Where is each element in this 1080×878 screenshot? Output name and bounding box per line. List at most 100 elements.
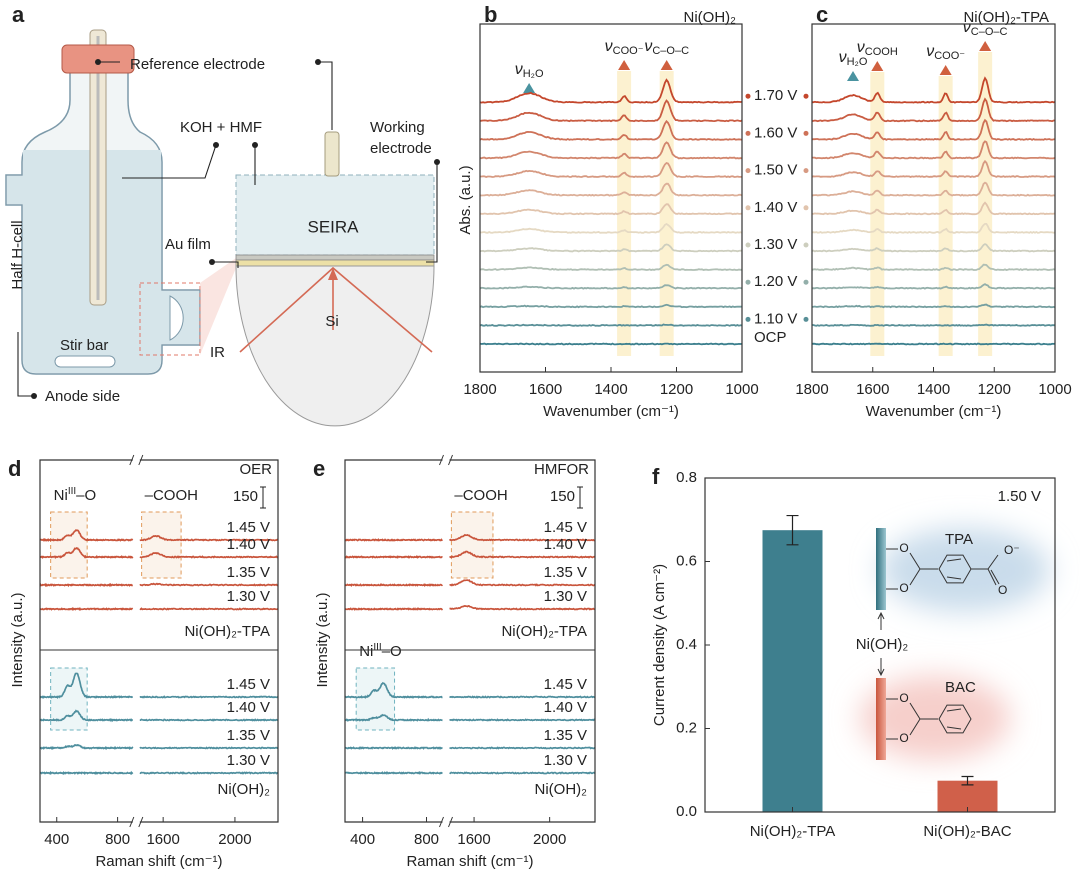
label: electrode (370, 140, 432, 157)
x-tick-label: 1000 (1038, 381, 1071, 398)
ring (938, 704, 972, 734)
y-axis-label: Intensity (a.u.) (9, 592, 26, 687)
peak-symbol: ν (963, 19, 971, 36)
peak-marker (618, 60, 631, 70)
peak-subscript: C–O–C (652, 45, 689, 57)
spectrum (344, 583, 443, 587)
spectrum (811, 181, 1056, 197)
x-tick-label: 400 (350, 831, 375, 848)
spectrum (479, 263, 742, 271)
potential-label: 1.40 V (544, 536, 587, 553)
peak-subscript: H₂O (523, 68, 544, 80)
label-tail: –O (76, 487, 96, 504)
glow (880, 528, 1050, 612)
panel-title: OER (239, 461, 272, 478)
x-tick-label: 1600 (457, 831, 490, 848)
y-tick-label: 0.8 (676, 469, 697, 486)
atom: O⁻ (1004, 543, 1020, 557)
potential-dot (745, 279, 751, 285)
bar (937, 780, 998, 812)
annotation: 1.50 V (998, 488, 1041, 505)
label: IR (210, 344, 225, 361)
spectrum (479, 78, 743, 104)
axis-break (129, 454, 144, 466)
potential-label: 1.30 V (544, 588, 587, 605)
potential-label: 1.45 V (227, 519, 270, 536)
plot-frame (811, 23, 1056, 373)
spectrum (811, 243, 1056, 253)
peak-band (659, 71, 674, 356)
window (169, 295, 184, 341)
spectrum (39, 770, 134, 776)
spectrum (139, 551, 279, 559)
peak-label: νH₂O (839, 49, 868, 68)
spectrum (811, 303, 1056, 309)
zoom-wedge (200, 258, 236, 355)
x-tick-label: 1200 (660, 381, 693, 398)
si-prism (235, 265, 435, 427)
spectrum (139, 582, 279, 587)
spectrum (479, 99, 743, 123)
spectrum (449, 718, 596, 722)
peak-label: νC–O–C (963, 19, 1008, 38)
peak-label: νCOO⁻ (605, 38, 644, 57)
y-axis-label: Current density (A cm⁻²) (651, 564, 668, 726)
box-label: NiIII–O (359, 642, 402, 660)
ir-arrow-head (328, 268, 338, 280)
spectrum (139, 746, 279, 750)
scale-label: 150 (550, 488, 575, 505)
label: Si (325, 313, 338, 330)
spectrum (344, 713, 443, 722)
peak-subscript: COO⁻ (613, 45, 644, 57)
potential-dot (803, 205, 809, 211)
peak-symbol: ν (515, 61, 523, 78)
x-axis-label: Raman shift (cm⁻¹) (406, 853, 533, 870)
potential-dot (745, 93, 751, 99)
spectrum (479, 284, 743, 290)
potential-dot (745, 242, 751, 248)
spectrum (811, 159, 1056, 179)
x-axis-label: Raman shift (cm⁻¹) (95, 853, 222, 870)
potential-label: 1.30 V (227, 588, 270, 605)
peak-subscript: COOH (865, 46, 898, 58)
peak-marker (871, 61, 884, 71)
seira-cell (235, 174, 435, 256)
spectrum (449, 695, 596, 699)
axis-break (439, 816, 453, 828)
potential-dot (745, 130, 751, 136)
peak-label: νC–O–C (644, 38, 689, 57)
potential-label: 1.40 V (754, 199, 797, 216)
spectrum (479, 119, 743, 141)
surface (876, 678, 886, 760)
label-main: Ni (54, 487, 68, 504)
x-tick-label: 1200 (978, 381, 1011, 398)
y-tick-label: 0.0 (676, 803, 697, 820)
spectrum (811, 118, 1056, 141)
spectrum (479, 303, 743, 309)
peak-marker (847, 71, 860, 81)
panel-letter: d (8, 456, 21, 481)
plot-frame (344, 459, 596, 823)
spectrum (811, 201, 1056, 216)
spectrum (139, 771, 279, 775)
spectrum (139, 607, 279, 611)
peak-marker (939, 65, 952, 75)
panel-title: HMFOR (534, 461, 589, 478)
panel-letter: b (484, 2, 497, 27)
spectrum (479, 141, 743, 160)
ring (938, 554, 972, 584)
spectrum (811, 263, 1056, 271)
potential-dot (745, 168, 751, 174)
spectrum (345, 746, 443, 751)
potential-label: 1.35 V (544, 727, 587, 744)
spectrum (449, 746, 596, 750)
spectrum (344, 555, 443, 559)
callouts (17, 61, 438, 397)
potential-dot (803, 130, 809, 136)
potential-label: 1.35 V (227, 727, 270, 744)
label: Half H-cell (9, 220, 26, 289)
label-sup: III (373, 642, 381, 653)
x-tick-label: 1400 (917, 381, 950, 398)
x-tick-label: 2000 (533, 831, 566, 848)
spectrum (449, 550, 596, 559)
